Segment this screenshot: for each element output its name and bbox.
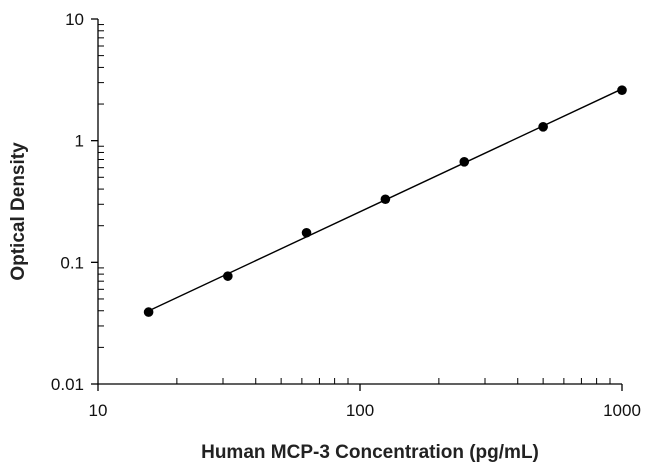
x-tick-label: 10 — [89, 401, 108, 420]
y-axis-title: Optical Density — [8, 142, 29, 281]
y-tick-label: 0.01 — [51, 375, 84, 394]
data-points — [143, 85, 627, 317]
x-tick-label: 1000 — [603, 401, 641, 420]
data-point — [301, 227, 312, 238]
y-tick-label: 10 — [65, 10, 84, 29]
axis-ticks: 10 100 1000 0.01 0.1 1 10 — [51, 10, 641, 420]
data-point — [143, 307, 154, 317]
y-tick-label: 1 — [75, 132, 84, 151]
y-tick-label: 0.1 — [60, 253, 84, 272]
data-point — [538, 122, 548, 132]
data-point — [459, 157, 470, 167]
data-point — [223, 271, 233, 281]
data-point — [617, 85, 627, 95]
data-point — [380, 194, 391, 205]
axes — [97, 19, 622, 385]
x-tick-label: 100 — [346, 401, 374, 420]
x-axis-title: Human MCP-3 Concentration (pg/mL) — [201, 442, 539, 463]
